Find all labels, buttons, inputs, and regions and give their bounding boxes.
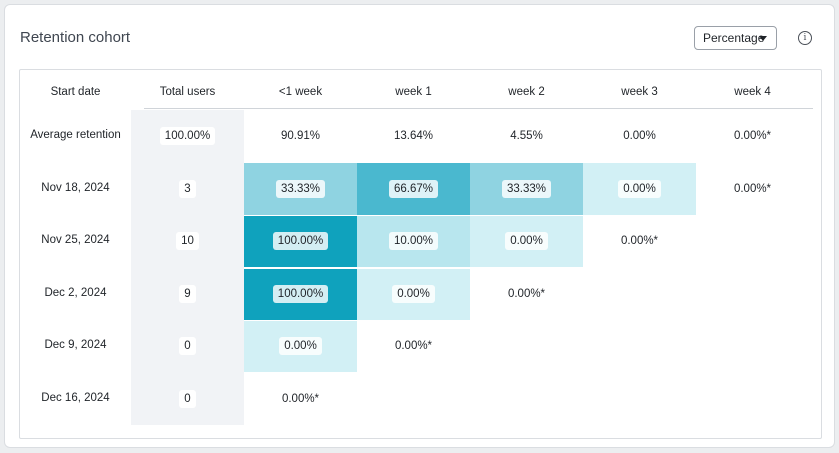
cohort-retention-value: 100.00%	[272, 232, 329, 250]
cohort-total-value: 10	[176, 232, 199, 250]
cohort-total-users: 10	[131, 215, 244, 267]
cohort-retention-cell[interactable]: 0.00%	[583, 162, 696, 215]
average-retention-value: 90.91%	[280, 130, 320, 142]
cohort-total-value: 0	[179, 337, 196, 355]
cohort-retention-cell[interactable]: 0.00%*	[470, 268, 583, 320]
cohort-retention-cell[interactable]: 10.00%	[357, 215, 470, 267]
average-retention-cell: 90.91%	[244, 110, 357, 162]
average-total-cell: 100.00%	[131, 110, 244, 162]
cohort-total-users: 9	[131, 268, 244, 320]
average-retention-label: Average retention	[30, 129, 121, 141]
cohort-retention-value: 0.00%*	[733, 182, 772, 195]
cohort-retention-value: 33.33%	[501, 179, 551, 198]
cohort-start-date: Nov 25, 2024	[41, 234, 110, 246]
cohort-total-value: 9	[179, 284, 196, 303]
cohort-retention-cell[interactable]: 0.00%*	[583, 215, 696, 267]
average-retention-value: 4.55%	[510, 130, 543, 142]
cohort-retention-value: 0.00%	[505, 232, 548, 250]
total-users-column-bg	[131, 110, 244, 425]
cohort-retention-cell[interactable]: 100.00%	[244, 267, 357, 320]
cohort-retention-value: 0.00%*	[507, 287, 546, 300]
display-mode-dropdown[interactable]: Percentage	[694, 26, 777, 50]
header-divider	[144, 108, 813, 109]
cohort-start-date: Dec 2, 2024	[44, 286, 107, 299]
cohort-retention-cell[interactable]: 100.00%	[244, 215, 357, 267]
row-separator	[244, 372, 696, 374]
cohort-total-users: 0	[131, 373, 244, 425]
dropdown-selected-value: Percentage	[703, 31, 765, 45]
cohort-retention-cell[interactable]: 66.67%	[357, 162, 470, 215]
average-retention-value: 0.00%*	[733, 130, 772, 142]
retention-cohort-card: Retention cohort Percentage i Start date…	[4, 4, 835, 448]
cohort-retention-value: 0.00%	[279, 337, 322, 355]
row-separator	[244, 320, 696, 321]
average-retention-cell: 13.64%	[357, 110, 470, 162]
cohort-retention-value: 0.00%	[392, 284, 435, 303]
average-retention-value: 0.00%	[623, 130, 656, 142]
card-title: Retention cohort	[20, 29, 131, 46]
average-retention-value: 13.64%	[393, 130, 433, 142]
average-retention-cell: 0.00%*	[696, 110, 809, 162]
retention-table: Start date Total users Average retention…	[19, 69, 822, 439]
cohort-retention-cell[interactable]: 0.00%	[470, 215, 583, 267]
average-retention-cell: 4.55%	[470, 110, 583, 162]
cohort-start-date: Dec 16, 2024	[41, 391, 110, 404]
header-start-date: Start date	[50, 86, 101, 98]
cohort-retention-value: 0.00%*	[620, 235, 659, 247]
info-icon[interactable]: i	[798, 31, 812, 45]
row-separator	[244, 267, 696, 269]
cohort-retention-value: 0.00%*	[281, 392, 320, 405]
cohort-retention-cell[interactable]: 0.00%*	[696, 163, 809, 215]
cohort-start-date: Dec 9, 2024	[44, 339, 107, 351]
header-period: week 2	[508, 86, 545, 98]
cohort-retention-cell[interactable]: 33.33%	[244, 162, 357, 215]
header-period: week 1	[395, 86, 432, 98]
caret-down-icon	[759, 36, 767, 41]
cohort-retention-cell[interactable]: 0.00%	[244, 320, 357, 372]
cohort-retention-cell[interactable]: 0.00%	[357, 267, 470, 320]
cohort-retention-value: 10.00%	[388, 232, 438, 250]
cohort-retention-value: 66.67%	[388, 179, 438, 198]
cohort-total-value: 3	[179, 179, 196, 198]
cohort-retention-value: 100.00%	[272, 284, 329, 303]
cohort-total-users: 0	[131, 320, 244, 372]
average-retention-cell: 0.00%	[583, 110, 696, 162]
header-period: <1 week	[278, 86, 323, 98]
cohort-retention-cell[interactable]: 0.00%*	[244, 373, 357, 425]
cohort-retention-cell[interactable]: 0.00%*	[357, 320, 470, 372]
average-total-value: 100.00%	[159, 127, 216, 145]
cohort-total-value: 0	[179, 389, 196, 408]
header-period: week 3	[621, 86, 658, 98]
cohort-start-date: Nov 18, 2024	[41, 181, 110, 194]
cohort-retention-cell[interactable]: 33.33%	[470, 162, 583, 215]
row-separator	[244, 215, 696, 216]
header-period: week 4	[734, 86, 771, 98]
header-total-users: Total users	[159, 86, 216, 98]
cohort-total-users: 3	[131, 163, 244, 215]
cohort-retention-value: 33.33%	[275, 179, 325, 198]
cohort-retention-value: 0.00%	[618, 179, 661, 198]
cohort-retention-value: 0.00%*	[394, 340, 433, 352]
